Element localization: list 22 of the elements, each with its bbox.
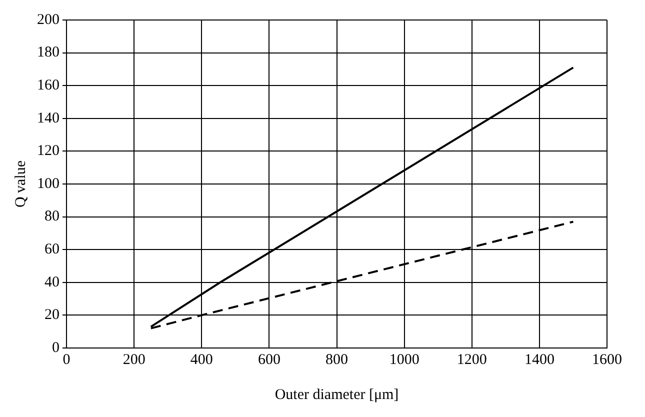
x-axis-title: Outer diameter [μm]: [274, 386, 399, 403]
y-tick-label: 180: [37, 44, 60, 61]
y-tick-label: 0: [52, 340, 60, 356]
y-tick-label: 20: [44, 307, 60, 324]
x-tick-label: 1400: [524, 352, 554, 368]
x-tick-label: 0: [62, 352, 70, 368]
x-tick-label: 1200: [456, 352, 487, 368]
y-tick-label: 160: [37, 78, 60, 94]
x-tick-label: 1000: [389, 352, 420, 368]
x-tick-label: 800: [326, 352, 348, 368]
y-tick-label: 40: [44, 274, 60, 290]
y-axis-title: Q value: [12, 160, 29, 208]
y-tick-label: 60: [44, 242, 60, 258]
x-tick-label: 1600: [592, 352, 622, 368]
x-tick-label: 200: [122, 352, 146, 368]
y-tick-label: 140: [37, 110, 60, 126]
y-tick-label: 120: [37, 143, 60, 160]
y-tick-label: 200: [37, 12, 60, 28]
x-tick-label: 600: [258, 352, 280, 368]
y-tick-label: 80: [44, 208, 60, 225]
y-tick-label: 100: [37, 176, 60, 192]
x-tick-label: 400: [190, 352, 213, 368]
